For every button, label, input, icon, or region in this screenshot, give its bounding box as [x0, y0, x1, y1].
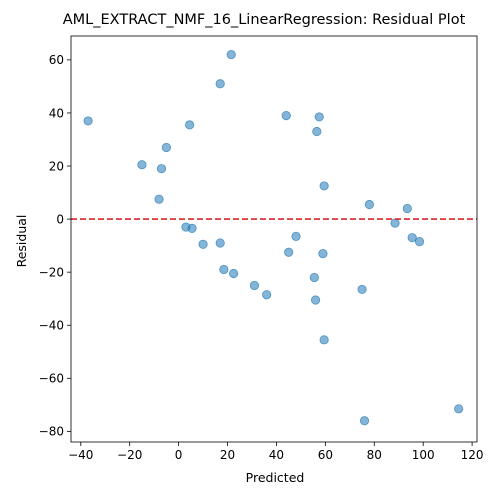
data-point — [284, 247, 294, 257]
y-tick-label: −40 — [39, 319, 64, 333]
y-tick-label: 0 — [56, 212, 64, 226]
x-tick-label: 0 — [175, 448, 183, 462]
y-axis-label: Residual — [14, 215, 29, 268]
data-point — [215, 79, 225, 89]
y-tick-label: 40 — [49, 106, 64, 120]
data-point — [414, 237, 425, 247]
data-point — [390, 218, 400, 228]
data-point — [357, 284, 367, 295]
data-point — [185, 120, 195, 130]
data-point — [83, 116, 93, 126]
data-point — [407, 233, 417, 243]
x-tick-label: 40 — [269, 448, 284, 462]
data-point — [187, 223, 197, 233]
x-axis-ticks: −40 −20 0 20 40 60 80 100 120 — [68, 442, 484, 462]
data-point — [198, 239, 208, 249]
data-point — [310, 295, 321, 305]
data-point — [309, 272, 319, 283]
data-point — [454, 404, 464, 414]
plot-frame — [70, 35, 478, 443]
data-point — [249, 280, 260, 291]
data-point — [262, 290, 272, 300]
data-point — [229, 268, 239, 279]
x-tick-label: 80 — [367, 448, 382, 462]
data-point — [161, 142, 171, 153]
y-tick-label: −80 — [39, 425, 64, 439]
x-axis-label: Predicted — [246, 470, 305, 485]
x-tick-label: 60 — [318, 448, 333, 462]
data-point — [154, 194, 164, 204]
data-point — [312, 126, 322, 137]
chart-title: AML_EXTRACT_NMF_16_LinearRegression: Res… — [63, 12, 466, 28]
data-point — [314, 112, 324, 122]
y-axis-ticks: −80 −60 −40 −20 0 20 40 60 — [39, 53, 71, 439]
data-point — [291, 231, 301, 241]
data-point — [281, 111, 291, 121]
x-tick-label: −40 — [68, 448, 93, 462]
x-tick-label: 120 — [461, 448, 484, 462]
points-layer — [83, 49, 464, 426]
y-tick-label: 60 — [49, 53, 64, 67]
y-tick-label: −60 — [39, 372, 64, 386]
data-point — [319, 335, 329, 345]
data-point — [402, 203, 412, 214]
x-tick-label: 20 — [220, 448, 235, 462]
y-tick-label: 20 — [49, 159, 64, 173]
data-point — [219, 264, 229, 275]
data-point — [319, 181, 329, 191]
data-point — [364, 199, 374, 210]
data-point — [359, 416, 370, 426]
data-point — [318, 248, 328, 259]
data-point — [215, 238, 225, 248]
x-tick-label: −20 — [117, 448, 142, 462]
data-point — [226, 49, 236, 60]
data-point — [156, 164, 167, 174]
y-tick-label: −20 — [39, 265, 64, 279]
x-tick-label: 100 — [412, 448, 435, 462]
data-point — [137, 160, 147, 170]
